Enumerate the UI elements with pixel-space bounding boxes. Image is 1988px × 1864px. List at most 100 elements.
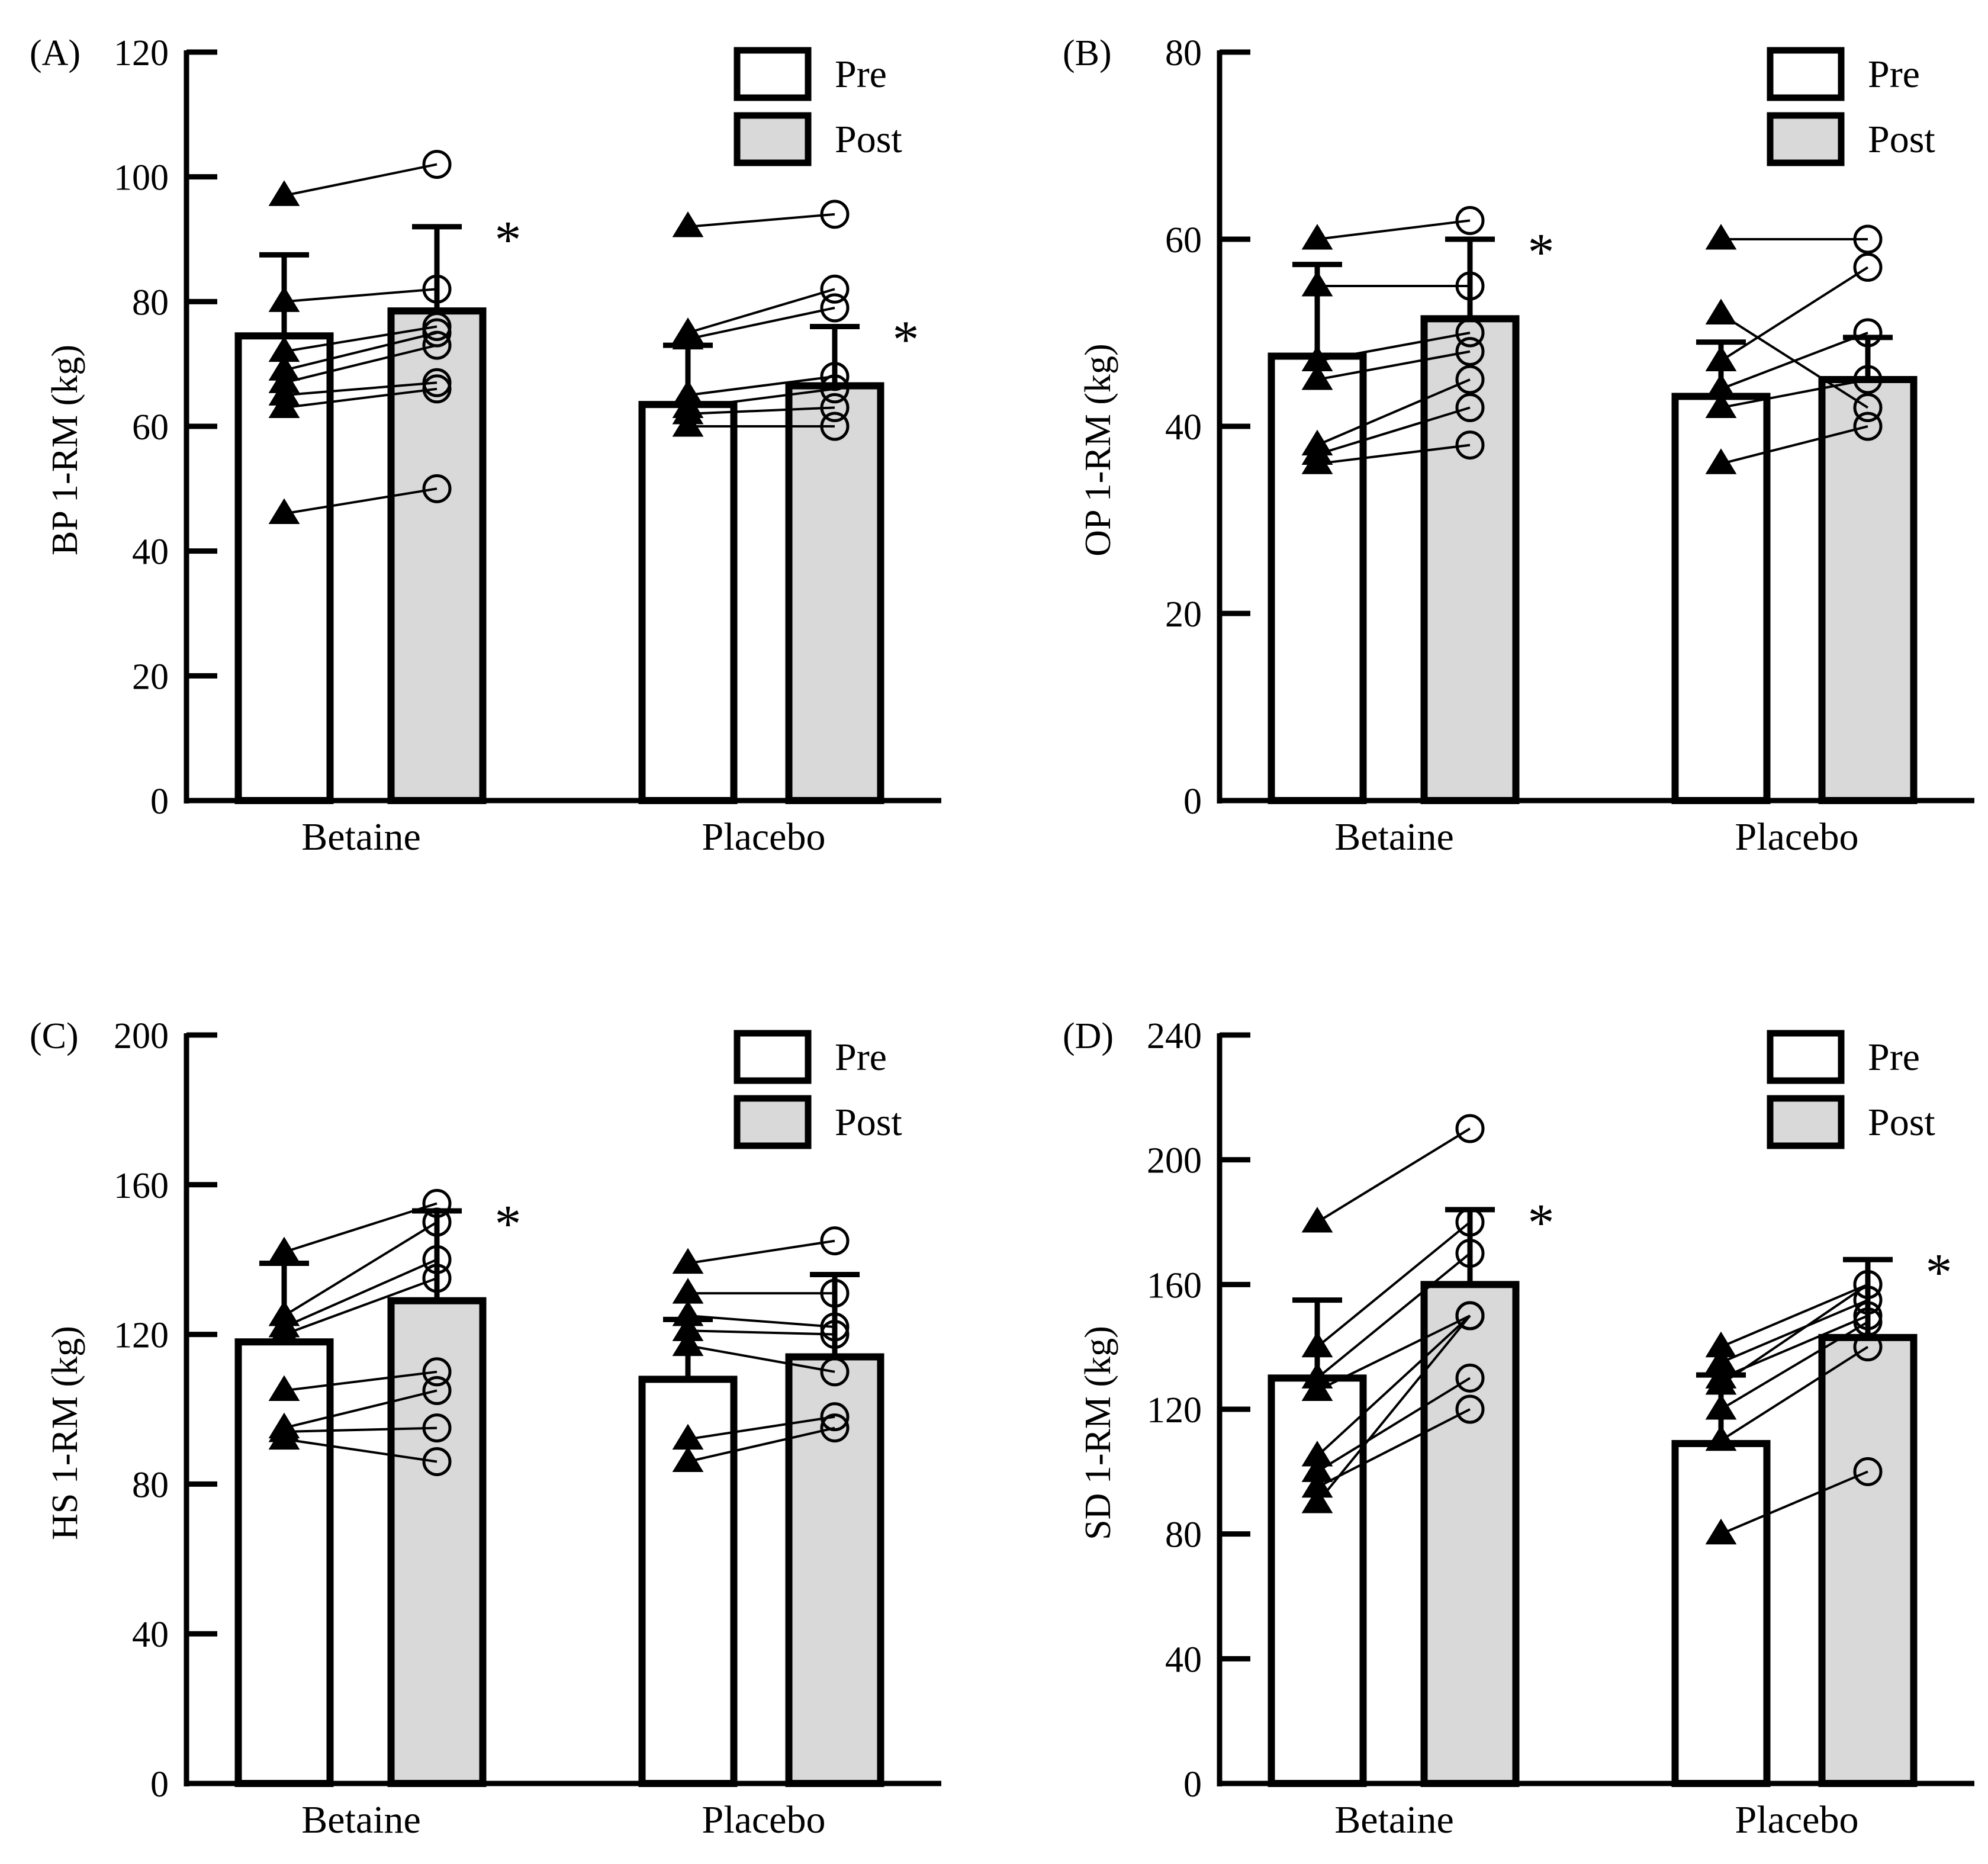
y-tick-label: 80 (132, 1465, 169, 1505)
individual-line (284, 487, 438, 515)
pre-marker (1301, 345, 1333, 371)
individual-line (1720, 266, 1869, 362)
post-marker (820, 1226, 850, 1256)
post-marker (1853, 252, 1883, 282)
individual-line (1317, 1315, 1471, 1392)
post-marker (820, 274, 850, 304)
pre-marker (268, 1423, 300, 1450)
individual-line (1317, 332, 1471, 362)
post-marker (1853, 318, 1883, 348)
pre-marker (1705, 1518, 1737, 1545)
pre-marker (268, 498, 300, 525)
y-tick-label: 160 (114, 1166, 169, 1206)
legend-swatch-post (1767, 112, 1845, 166)
individual-line (687, 1344, 835, 1373)
post-marker (820, 1312, 850, 1342)
y-tick-label: 20 (1165, 594, 1202, 635)
pre-marker (1705, 392, 1737, 418)
post-marker (422, 374, 452, 404)
post-marker (1853, 412, 1883, 441)
pre-marker (1705, 1331, 1737, 1358)
post-marker (422, 1245, 452, 1274)
pre-marker (672, 411, 704, 437)
individual-line (1317, 350, 1471, 381)
post-marker (820, 412, 850, 441)
post-marker (1455, 1207, 1485, 1237)
individual-line (284, 344, 438, 384)
y-tick-label: 0 (1183, 1765, 1202, 1805)
individual-line (284, 1370, 438, 1392)
individual-line (284, 1258, 438, 1328)
pre-marker (1705, 224, 1737, 250)
post-marker (820, 1278, 850, 1308)
individual-line (687, 406, 835, 415)
pre-marker (1705, 1394, 1737, 1420)
pre-marker (672, 1315, 704, 1341)
y-axis-label: BP 1-RM (kg) (45, 345, 85, 555)
x-category-label: Placebo (1735, 1798, 1859, 1841)
pre-marker (1705, 1425, 1737, 1451)
individual-line (1720, 378, 1868, 409)
bar-pre (1268, 1374, 1367, 1787)
individual-line (687, 387, 835, 409)
post-marker (820, 374, 850, 404)
y-tick-label: 0 (150, 1765, 169, 1805)
y-tick-label: 60 (132, 407, 169, 448)
individual-line (687, 306, 835, 340)
bar-post (1818, 1333, 1918, 1787)
x-category-label: Betaine (1334, 1798, 1454, 1841)
pre-marker (1705, 345, 1737, 371)
pre-marker (672, 1446, 704, 1473)
y-tick-label: 240 (1147, 1016, 1202, 1056)
panel-c: (C) 0 40 80 120 160 200 HS 1-RM (kg) Betaine Plac… (30, 1016, 941, 1841)
post-marker (1455, 1363, 1485, 1393)
y-tick-label: 20 (132, 657, 169, 697)
panel-b: (B) 0 20 40 60 80 OP 1-RM (kg) Betaine Placebo * P… (1063, 33, 1974, 859)
y-tick-label: 80 (1165, 1515, 1202, 1556)
panel-d: (D) 0 40 80 120 160 200 240 SD 1-RM (kg) Betaine P… (1063, 1016, 1974, 1841)
y-tick-label: 160 (1147, 1265, 1202, 1306)
post-marker (422, 1188, 452, 1218)
individual-line (1316, 1221, 1471, 1348)
bar-post (1818, 376, 1918, 804)
post-marker (422, 1207, 452, 1237)
significance-asterisk: * (1528, 223, 1555, 282)
individual-line (284, 288, 438, 303)
legend-swatch-pre (734, 47, 812, 101)
x-category-label: Betaine (301, 1798, 421, 1841)
post-marker (820, 293, 850, 323)
post-marker (820, 362, 850, 391)
legend-label-post: Post (1868, 1101, 1935, 1144)
post-marker (422, 1413, 452, 1443)
pre-marker (268, 1236, 300, 1263)
individual-line (284, 1389, 438, 1429)
y-tick-label: 120 (114, 1316, 169, 1356)
post-marker (1455, 393, 1485, 422)
individual-line (1317, 1408, 1471, 1489)
individual-line (284, 1426, 438, 1433)
post-marker (820, 1357, 850, 1387)
pre-marker (1301, 1471, 1333, 1498)
individual-line (1317, 443, 1471, 465)
y-tick-label: 120 (114, 33, 169, 73)
panel-label: (A) (30, 33, 81, 73)
legend-swatch-post (734, 112, 812, 166)
post-marker (1853, 1457, 1883, 1486)
significance-asterisk: * (1926, 1243, 1952, 1302)
post-marker (422, 318, 452, 348)
pre-marker (1301, 1441, 1333, 1467)
post-marker (1455, 271, 1485, 301)
individual-line (1317, 406, 1471, 456)
individual-line (687, 1315, 835, 1328)
individual-line (1720, 1299, 1868, 1364)
post-marker (422, 1264, 452, 1293)
post-marker (820, 200, 850, 229)
pre-marker (1301, 271, 1333, 297)
individual-line (1316, 1315, 1471, 1457)
individual-line (284, 325, 438, 353)
significance-asterisk: * (495, 1195, 522, 1254)
post-marker (1455, 430, 1485, 460)
individual-line (284, 332, 438, 372)
individual-line (284, 381, 438, 397)
pre-marker (268, 180, 300, 206)
